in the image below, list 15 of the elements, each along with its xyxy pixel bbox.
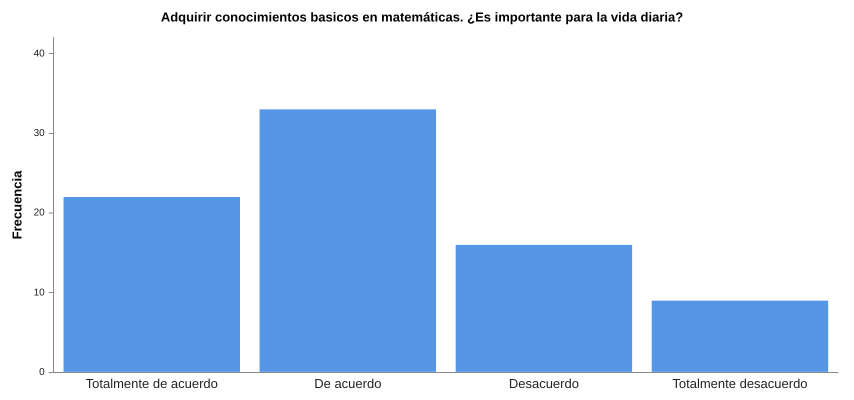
x-tick-label: Totalmente de acuerdo — [86, 376, 218, 391]
y-tick-label: 10 — [34, 287, 46, 298]
y-tick-label: 20 — [34, 208, 46, 219]
y-tick-label: 0 — [39, 367, 46, 378]
bar — [64, 197, 240, 372]
chart-title: Adquirir conocimientos basicos en matemáticas. ¿Es importante para la vida diaria? — [160, 9, 684, 24]
y-axis-title: Frecuencia — [9, 170, 24, 240]
bar — [652, 300, 828, 372]
x-tick-label: De acuerdo — [314, 376, 382, 391]
bar — [456, 244, 632, 372]
bar — [260, 109, 436, 372]
y-tick-label: 40 — [34, 48, 46, 60]
x-tick-label: Totalmente desacuerdo — [672, 376, 808, 391]
y-tick-label: 30 — [34, 128, 46, 140]
x-tick-label: Desacuerdo — [508, 376, 579, 391]
